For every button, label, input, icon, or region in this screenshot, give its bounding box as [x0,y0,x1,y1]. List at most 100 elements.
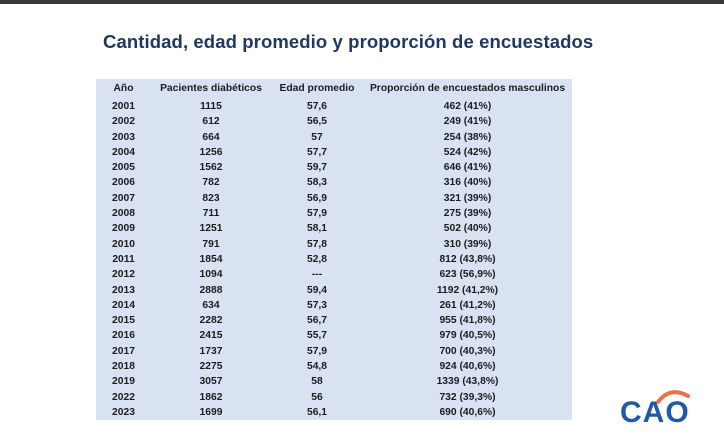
table-row: 2009 1251 58,1 502 (40%) [96,221,572,236]
cell-male-proportion: 924 (40,6%) [439,361,496,373]
cell-average-age: 59,4 [306,284,328,296]
logo-arc-icon [656,390,690,404]
cell-average-age: 57,3 [306,299,328,311]
cell-average-age: 52,8 [306,253,328,265]
cell-year: 2002 [112,116,135,128]
cell-male-proportion: 462 (41%) [443,101,492,112]
cell-patients: 2275 [199,361,223,373]
slide-title: Cantidad, edad promedio y proporción de … [103,31,594,52]
cell-patients: 2282 [199,315,223,327]
cell-patients: 664 [202,131,220,143]
cell-male-proportion: 321 (39%) [443,192,492,204]
table-row: 2002 612 56,5 249 (41%) [96,114,572,129]
table-body: 2001 1115 57,6 462 (41%) 2002 612 56,5 249 (41%… [96,99,572,420]
cell-average-age: 58,3 [306,177,328,189]
cell-patients: 1737 [199,345,223,357]
table-row: 2015 2282 56,7 955 (41,8%) [96,313,572,328]
cell-average-age: 54,8 [306,361,328,373]
cell-year: 2023 [112,406,135,418]
table-row: 2006 782 58,3 316 (40%) [96,175,572,190]
cell-average-age: 55,7 [306,330,328,342]
table-row: 2022 1862 56 732 (39,3%) [96,390,572,405]
cell-average-age: 57,9 [306,208,328,220]
cell-year: 2003 [112,131,135,143]
table-row: 2005 1562 59,7 646 (41%) [96,160,572,175]
cell-patients: 612 [202,116,220,128]
cell-year: 2005 [112,162,135,174]
table-row: 2016 2415 55,7 979 (40,5%) [96,328,572,343]
cell-year: 2019 [112,376,135,388]
table-row: 2004 1256 57,7 524 (42%) [96,145,572,160]
table-row: 2023 1699 56,1 690 (40,6%) [96,405,572,420]
cell-year: 2007 [112,192,135,204]
cell-year: 2010 [112,238,135,250]
cell-patients: 1854 [199,253,223,265]
cell-patients: 711 [202,208,220,220]
cell-average-age: 57,9 [306,345,328,357]
cell-patients: 634 [202,299,220,311]
cell-average-age: 58 [311,376,323,388]
cell-male-proportion: 316 (40%) [443,177,492,189]
cell-male-proportion: 623 (56,9%) [439,269,496,281]
table-row: 2012 1094 --- 623 (56,9%) [96,267,572,282]
table-row: 2008 711 57,9 275 (39%) [96,206,572,221]
cell-male-proportion: 690 (40,6%) [439,406,496,418]
logo-text: CAO [620,396,690,429]
cell-year: 2015 [112,315,135,327]
cao-logo: CAO [620,386,692,430]
cell-patients: 1862 [199,391,223,403]
cell-average-age: 56,5 [306,116,328,128]
cell-year: 2001 [112,101,135,112]
table-row: 2018 2275 54,8 924 (40,6%) [96,359,572,374]
cell-patients: 1115 [200,101,222,112]
table-row: 2013 2888 59,4 1192 (41,2%) [96,283,572,298]
table-row: 2014 634 57,3 261 (41,2%) [96,298,572,313]
header-average-age: Edad promedio [279,83,355,94]
header-year: Año [113,83,134,94]
cell-patients: 2888 [199,284,223,296]
cell-male-proportion: 502 (40%) [443,223,492,235]
cell-male-proportion: 310 (39%) [443,238,492,250]
cell-patients: 823 [202,192,220,204]
cell-year: 2016 [112,330,135,342]
survey-table: Año Pacientes diabéticos Edad promedio P… [96,79,572,421]
cell-patients: 791 [202,238,220,250]
cell-year: 2022 [112,391,135,403]
cell-average-age: 56,9 [306,192,328,204]
cell-average-age: 57,7 [306,146,328,158]
table-row: 2010 791 57,8 310 (39%) [96,237,572,252]
table-row: 2003 664 57 254 (38%) [96,130,572,145]
cell-male-proportion: 812 (43,8%) [439,253,496,265]
cell-male-proportion: 1192 (41,2%) [436,284,499,296]
cell-average-age: 57,8 [306,238,328,250]
cell-male-proportion: 254 (38%) [443,131,492,143]
cell-average-age: 57 [311,131,323,143]
cell-patients: 1256 [199,146,223,158]
cell-patients: 1562 [199,162,223,174]
cell-male-proportion: 955 (41,8%) [439,315,496,327]
cell-year: 2004 [112,146,135,158]
header-male-proportion: Proporción de encuestados masculinos [369,83,566,94]
cell-male-proportion: 732 (39,3%) [439,391,496,403]
cell-male-proportion: 646 (41%) [443,162,492,174]
cell-male-proportion: 249 (41%) [443,116,492,128]
cell-year: 2014 [112,299,135,311]
cell-year: 2008 [112,208,135,220]
cell-patients: 3057 [199,376,223,388]
cell-year: 2006 [112,177,135,189]
header-patients: Pacientes diabéticos [160,83,262,94]
cell-patients: 2415 [199,330,223,342]
cell-patients: 1699 [199,406,223,418]
cell-patients: 1094 [199,269,223,281]
table-row: 2019 3057 58 1339 (43,8%) [96,374,572,389]
cell-year: 2009 [112,223,135,235]
cell-average-age: 59,7 [306,162,328,174]
cell-average-age: 56,1 [306,406,328,418]
table-row: 2017 1737 57,9 700 (40,3%) [96,344,572,359]
cell-average-age: --- [311,269,323,281]
cell-average-age: 56 [311,391,323,403]
cell-male-proportion: 1339 (43,8%) [436,376,499,388]
cell-male-proportion: 979 (40,5%) [439,330,496,342]
cell-year: 2018 [112,361,135,373]
cell-patients: 1251 [199,223,223,235]
